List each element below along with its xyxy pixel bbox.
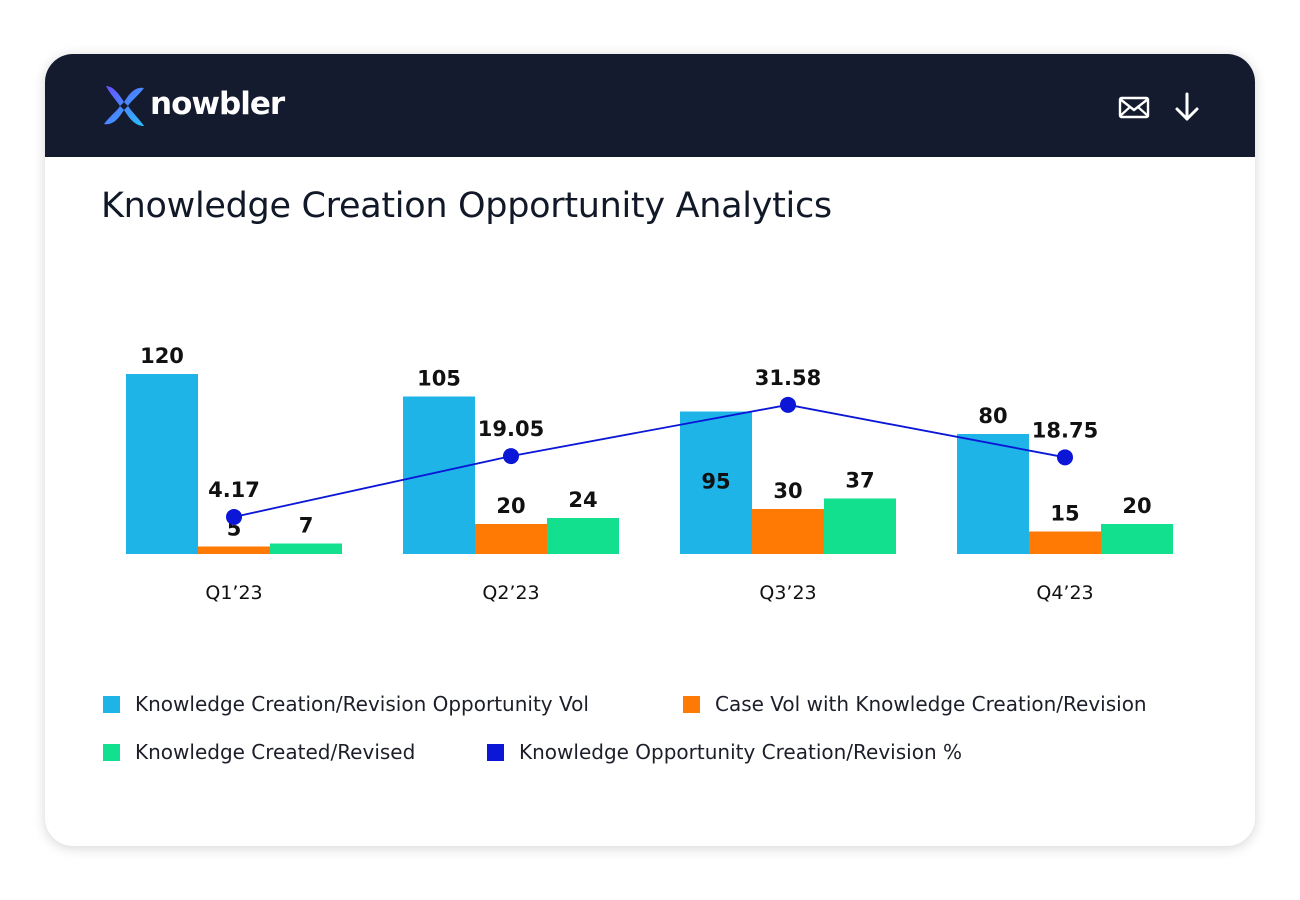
brand-logo[interactable]: nowbler [100,82,300,130]
bar-2-3 [1101,524,1173,554]
bar-2-2 [824,498,896,554]
bar-0-1 [403,396,475,554]
legend-swatch-opportunity-vol [103,695,120,713]
bar-label-2-0: 7 [299,514,314,538]
legend-item-percent[interactable]: Knowledge Opportunity Creation/Revision … [487,740,962,764]
legend-label: Knowledge Created/Revised [135,740,416,764]
percent-line [233,403,1066,518]
bar-0-0 [126,374,198,554]
bar-label-0-1: 105 [417,367,461,391]
brand-mark-icon [104,86,144,126]
bar-1-3 [1029,531,1101,554]
app-header: nowbler [45,54,1255,157]
page-title: Knowledge Creation Opportunity Analytics [101,186,832,226]
legend-item-created-revised[interactable]: Knowledge Created/Revised [103,740,415,764]
legend-item-case-vol[interactable]: Case Vol with Knowledge Creation/Revisio… [683,692,1147,716]
percent-label-0: 4.17 [208,478,260,502]
x-tick-label-2: Q3’23 [759,582,816,604]
bar-0-2 [680,411,752,554]
percent-point-0 [226,508,242,525]
legend-swatch-case-vol [683,695,700,713]
percent-point-2 [780,396,796,413]
x-tick-label-1: Q2’23 [482,582,539,604]
bar-1-2 [752,509,824,554]
x-tick-label-0: Q1’23 [205,582,262,604]
legend-item-opportunity-vol[interactable]: Knowledge Creation/Revision Opportunity … [103,692,589,716]
bar-label-2-3: 20 [1122,494,1151,518]
bar-0-3 [957,434,1029,554]
mail-icon[interactable] [1117,90,1151,124]
bar-2-0 [270,543,342,554]
percent-point-1 [503,448,519,465]
legend-label: Knowledge Creation/Revision Opportunity … [135,692,589,716]
legend-swatch-created-revised [103,743,120,761]
bar-label-1-2: 30 [773,479,802,503]
bar-label-0-3: 80 [978,404,1007,428]
percent-point-3 [1057,449,1073,466]
chart-card: nowbler Knowledge Creation Opportunity A… [45,54,1255,846]
percent-label-2: 31.58 [755,366,821,390]
x-tick-label-3: Q4’23 [1036,582,1093,604]
download-icon[interactable] [1170,90,1204,124]
bar-label-0-2: 95 [701,470,730,494]
bar-1-0 [198,546,270,554]
percent-label-1: 19.05 [478,417,544,441]
bar-2-1 [547,518,619,554]
bar-label-0-0: 120 [140,344,184,368]
brand-wordmark: nowbler [150,86,285,122]
percent-label-3: 18.75 [1032,418,1098,442]
bar-label-2-1: 24 [568,488,597,512]
legend-swatch-percent [487,743,504,761]
bar-label-1-3: 15 [1050,502,1079,526]
bar-1-1 [475,524,547,554]
bar-label-1-1: 20 [496,494,525,518]
bar-label-2-2: 37 [845,469,874,493]
legend-label: Knowledge Opportunity Creation/Revision … [519,740,962,764]
legend-label: Case Vol with Knowledge Creation/Revisio… [715,692,1147,716]
